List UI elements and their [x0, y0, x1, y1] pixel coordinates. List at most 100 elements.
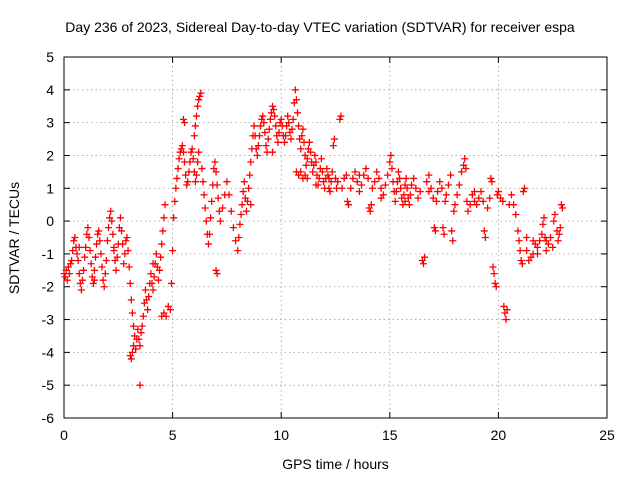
data-point	[421, 253, 429, 261]
data-point	[160, 214, 168, 222]
data-point	[402, 174, 410, 182]
data-point	[342, 171, 350, 179]
data-point	[85, 234, 93, 241]
data-point	[547, 234, 555, 241]
data-point	[101, 270, 109, 278]
data-point	[189, 155, 197, 163]
data-point	[311, 151, 319, 159]
data-point	[493, 191, 501, 199]
data-point	[305, 138, 313, 146]
data-point	[206, 230, 214, 238]
data-point	[90, 276, 98, 284]
x-tick-label: 20	[491, 427, 507, 443]
data-point	[171, 197, 179, 205]
data-point	[137, 329, 145, 337]
data-point	[337, 112, 345, 120]
data-point	[270, 106, 278, 114]
data-point	[257, 122, 265, 130]
data-point	[329, 142, 337, 150]
data-point	[441, 197, 449, 205]
data-point	[462, 165, 470, 173]
data-point	[191, 122, 199, 130]
data-point	[136, 342, 144, 350]
data-point	[338, 184, 346, 192]
data-point	[471, 188, 479, 196]
data-point	[473, 201, 481, 209]
data-point	[232, 237, 240, 245]
data-point	[475, 194, 483, 202]
data-point	[481, 234, 489, 241]
data-point	[288, 125, 296, 133]
data-point	[202, 217, 210, 225]
data-point	[183, 181, 191, 189]
data-point	[416, 188, 424, 196]
data-point	[414, 194, 422, 202]
data-point	[147, 270, 155, 278]
data-point	[254, 142, 262, 150]
data-point	[410, 174, 418, 182]
data-point	[318, 168, 326, 176]
data-point	[299, 125, 307, 133]
data-point	[291, 86, 299, 94]
data-point	[480, 227, 488, 235]
data-point	[384, 171, 392, 179]
data-point	[556, 224, 564, 232]
data-point	[542, 237, 550, 245]
data-point	[225, 191, 233, 199]
data-point	[542, 247, 550, 255]
data-point	[186, 158, 194, 166]
data-point	[247, 201, 255, 209]
data-point	[215, 207, 223, 215]
data-point	[503, 306, 511, 314]
data-point	[448, 227, 456, 235]
data-point	[529, 237, 537, 245]
data-point	[238, 201, 246, 209]
data-point	[386, 158, 394, 166]
data-point	[355, 171, 363, 179]
data-point	[134, 325, 142, 333]
data-point	[128, 309, 136, 317]
data-point	[122, 237, 130, 245]
y-tick-label: -6	[42, 410, 55, 426]
x-axis-label: GPS time / hours	[282, 456, 389, 472]
data-point	[119, 240, 127, 248]
data-point	[74, 256, 82, 264]
data-point	[554, 237, 562, 245]
data-point	[170, 214, 178, 222]
data-point	[199, 178, 207, 186]
y-tick-label: -4	[42, 344, 55, 360]
chart-title: Day 236 of 2023, Sidereal Day-to-day VTE…	[65, 19, 575, 35]
data-point	[196, 92, 204, 100]
data-point	[275, 128, 283, 136]
data-point	[551, 211, 559, 219]
data-point	[235, 234, 243, 241]
data-point	[353, 178, 361, 186]
data-point	[434, 188, 442, 196]
data-point	[87, 260, 95, 268]
data-point	[330, 135, 338, 143]
data-point	[272, 122, 280, 130]
data-point	[261, 128, 269, 136]
data-point	[174, 165, 182, 173]
data-point	[269, 148, 277, 156]
data-point	[312, 181, 320, 189]
axis-ticks: 0 5 10 15 20 25 -6 -5 -4 -3 -2 -1 0 1 2 3 4 5	[42, 49, 615, 443]
data-point	[491, 279, 499, 287]
data-point	[328, 168, 336, 176]
data-point	[190, 132, 198, 140]
data-point	[108, 217, 116, 225]
data-point	[309, 168, 317, 176]
data-point	[78, 276, 86, 284]
data-point	[343, 197, 351, 205]
data-point	[219, 204, 227, 212]
x-tick-label: 5	[169, 427, 177, 443]
data-point	[138, 322, 146, 330]
data-point	[82, 243, 90, 251]
data-point	[236, 220, 244, 228]
data-point	[237, 211, 245, 219]
data-point	[152, 250, 160, 258]
data-point	[500, 302, 508, 310]
data-point	[447, 171, 455, 179]
data-point	[536, 237, 544, 245]
data-point	[517, 256, 525, 264]
